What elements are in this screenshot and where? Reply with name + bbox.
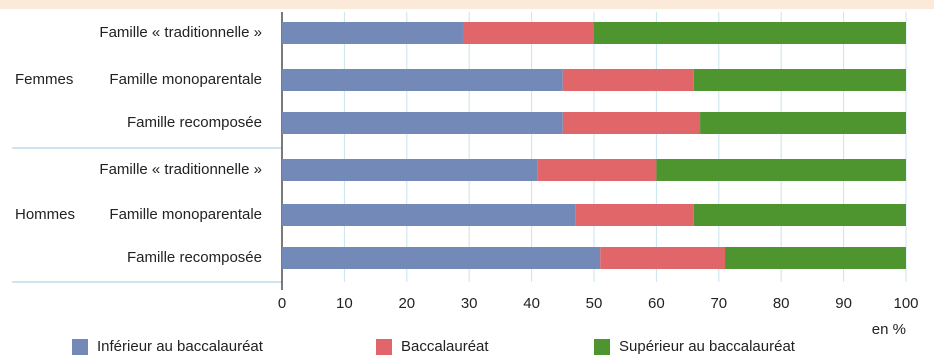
bar-segment [600,247,726,269]
x-tick-label: 0 [278,295,286,312]
row-label: Famille « traditionnelle » [99,24,262,41]
stacked-bar-chart: Femmes Famille « traditionnelle » Famille … [12,12,919,336]
legend-swatch [594,338,610,355]
bar-segment [693,204,906,226]
legend-item: Baccalauréat [376,338,489,355]
bar-segment [594,22,906,44]
group-label: Femmes [15,71,73,88]
legend-item: Inférieur au baccalauréat [72,338,263,355]
row-label: Famille recomposée [127,249,262,266]
bar-segment [725,247,906,269]
bar-segment [282,159,538,181]
x-tick-label: 30 [461,295,478,312]
bar-segment [282,69,563,91]
legend-label: Baccalauréat [401,338,489,355]
x-tick-label: 80 [773,295,790,312]
bar-segment [575,204,694,226]
x-tick-label: 50 [586,295,603,312]
legend-swatch [72,338,88,355]
x-tick-label: 90 [835,295,852,312]
legend-label: Inférieur au baccalauréat [97,338,263,355]
row-label: Famille recomposée [127,114,262,131]
bar-segment [282,204,576,226]
legend-swatch [376,338,392,355]
legend-item: Supérieur au baccalauréat [594,338,795,355]
x-tick-label: 20 [398,295,415,312]
x-tick-label: 70 [710,295,727,312]
bar-segment [282,247,601,269]
legend-label: Supérieur au baccalauréat [619,338,795,355]
x-tick-label: 60 [648,295,665,312]
bar-segment [693,69,906,91]
bar-segment [656,159,906,181]
bar-segment [700,112,906,134]
legend: Inférieur au baccalauréat Baccalauréat Sup… [0,336,934,358]
x-tick-label: 100 [893,295,918,312]
bar-segment [282,112,563,134]
bar-segment [562,112,701,134]
group-label: Hommes [15,206,75,223]
bar-segment [462,22,594,44]
x-tick-label: 10 [336,295,353,312]
row-label: Famille « traditionnelle » [99,161,262,178]
top-band [0,0,934,9]
bar-segment [562,69,694,91]
row-label: Famille monoparentale [109,206,262,223]
x-tick-label: 40 [523,295,540,312]
x-unit-label: en % [872,321,906,336]
bar-segment [282,22,463,44]
bar-segment [537,159,657,181]
row-label: Famille monoparentale [109,71,262,88]
